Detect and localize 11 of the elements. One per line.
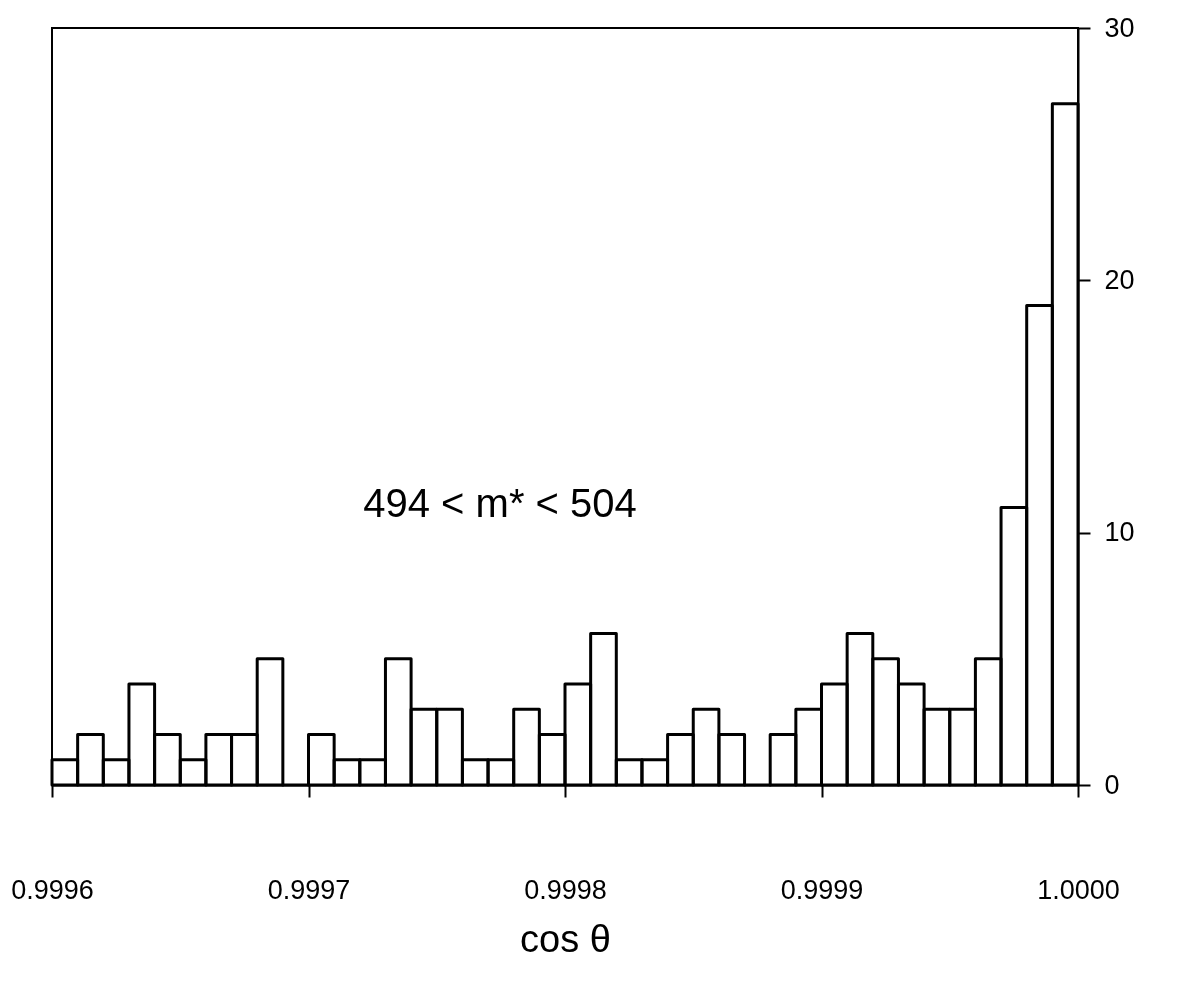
y-tick-label: 30: [1104, 12, 1135, 43]
x-tick-label: 0.9997: [267, 874, 351, 905]
annotation: 494 < m* < 504: [363, 481, 637, 525]
y-tick-label: 0: [1104, 769, 1120, 800]
y-tick-label: 20: [1104, 264, 1135, 295]
x-tick-label: 1.0000: [1037, 874, 1120, 905]
x-axis-title: cos θ: [520, 917, 611, 960]
x-tick-label: 0.9999: [780, 874, 864, 905]
x-tick-label: 0.9998: [524, 874, 607, 905]
y-tick-label: 10: [1104, 517, 1135, 548]
x-tick-label: 0.9996: [11, 874, 94, 905]
